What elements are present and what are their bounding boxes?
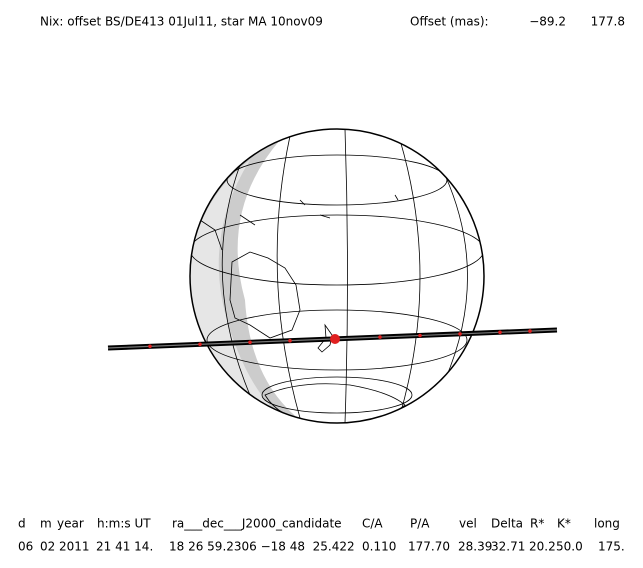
- globe: [107, 128, 558, 424]
- column-header: K*: [557, 517, 571, 531]
- column-header: vel: [459, 517, 477, 531]
- table-cell: 177.70: [408, 540, 450, 554]
- column-header: R*: [530, 517, 544, 531]
- table-cell: 18 26 59.2306 −18 48 25.422: [169, 540, 355, 554]
- table-cell: 21 41 14.: [96, 540, 153, 554]
- offset-label: Offset (mas):: [410, 15, 489, 29]
- table-cell: 20.2: [529, 540, 556, 554]
- table-cell: 02: [40, 540, 55, 554]
- column-header: Delta: [491, 517, 523, 531]
- offset-value: 177.8: [591, 15, 625, 29]
- table-cell: 0.110: [362, 540, 396, 554]
- column-header: h:m:s UT: [97, 517, 151, 531]
- table-cell: 2011: [59, 540, 90, 554]
- column-header: d: [18, 517, 26, 531]
- table-cell: 50.0: [556, 540, 583, 554]
- table-cell: 32.71: [491, 540, 525, 554]
- table-cell: 06: [18, 540, 33, 554]
- column-header: year: [57, 517, 84, 531]
- column-header: P/A: [410, 517, 430, 531]
- column-header: long: [594, 517, 620, 531]
- table-cell: 28.39: [458, 540, 492, 554]
- table-cell: 175.: [598, 540, 625, 554]
- offset-value: −89.2: [529, 15, 566, 29]
- column-header: C/A: [362, 517, 383, 531]
- title: Nix: offset BS/DE413 01Jul11, star MA 10…: [40, 15, 323, 29]
- column-header: ra___dec___J2000_candidate: [172, 517, 342, 531]
- column-header: m: [40, 517, 52, 531]
